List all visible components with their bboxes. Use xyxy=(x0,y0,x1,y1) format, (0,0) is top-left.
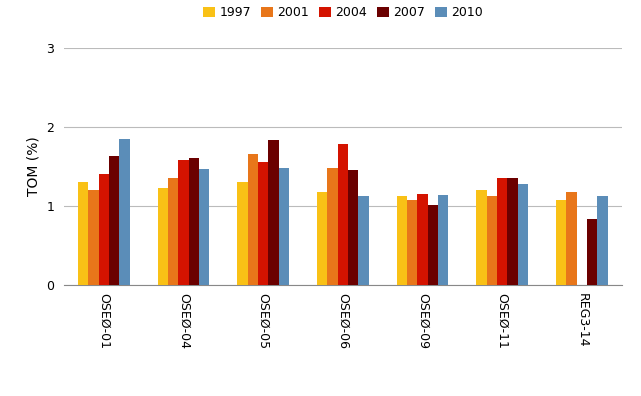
Bar xyxy=(397,196,407,285)
Bar xyxy=(199,169,210,285)
Bar xyxy=(428,205,438,285)
Bar xyxy=(518,184,528,285)
Bar xyxy=(328,168,338,285)
Bar xyxy=(508,178,518,285)
Bar xyxy=(556,200,567,285)
Legend: 1997, 2001, 2004, 2007, 2010: 1997, 2001, 2004, 2007, 2010 xyxy=(203,6,483,19)
Bar xyxy=(348,170,358,285)
Bar xyxy=(497,178,508,285)
Bar xyxy=(487,196,497,285)
Bar xyxy=(269,140,279,285)
Bar xyxy=(178,160,189,285)
Y-axis label: TOM (%): TOM (%) xyxy=(27,137,41,196)
Bar xyxy=(109,156,119,285)
Bar xyxy=(317,192,328,285)
Bar xyxy=(587,219,597,285)
Bar xyxy=(78,182,88,285)
Bar xyxy=(237,182,247,285)
Bar xyxy=(119,139,130,285)
Bar xyxy=(189,158,199,285)
Bar xyxy=(407,200,417,285)
Bar xyxy=(158,188,168,285)
Bar xyxy=(168,178,178,285)
Bar xyxy=(358,196,369,285)
Bar xyxy=(417,194,428,285)
Bar xyxy=(88,190,99,285)
Bar xyxy=(338,144,348,285)
Bar xyxy=(438,195,449,285)
Bar xyxy=(247,154,258,285)
Bar xyxy=(258,162,269,285)
Bar xyxy=(597,196,608,285)
Bar xyxy=(567,192,577,285)
Bar xyxy=(476,190,487,285)
Bar xyxy=(99,174,109,285)
Bar xyxy=(279,168,289,285)
